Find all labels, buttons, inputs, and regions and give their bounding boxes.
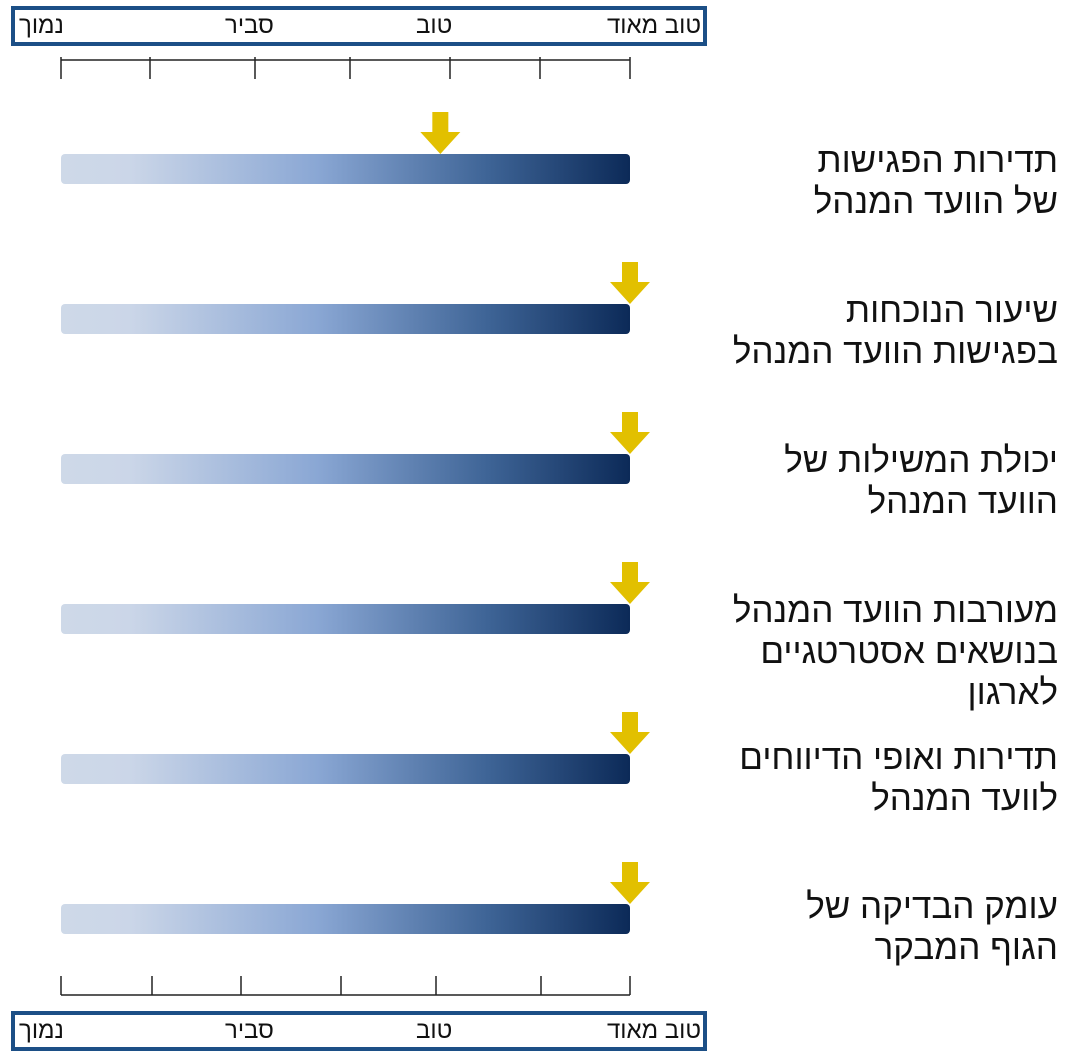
rating-marker-arrow xyxy=(420,112,461,154)
bar-track xyxy=(61,304,630,334)
category-label: שיעור הנוכחות בפגישות הוועד המנהל xyxy=(732,291,1058,371)
scale-label-reasonable: סביר xyxy=(225,1017,274,1044)
bar-track xyxy=(61,604,630,634)
ruler-top xyxy=(60,57,631,79)
bar-track xyxy=(61,754,630,784)
scale-label-very-good: טוב מאוד xyxy=(606,12,701,39)
category-label: תדירות הפגישות של הוועד המנהל xyxy=(813,141,1058,221)
bar-track xyxy=(61,454,630,484)
category-label: יכולת המשילות של הוועד המנהל xyxy=(784,441,1058,521)
scale-label-good: טוב xyxy=(416,1017,453,1044)
scale-label-low: נמוך xyxy=(19,12,64,39)
rating-marker-arrow xyxy=(610,862,650,904)
scale-label-reasonable: סביר xyxy=(225,12,274,39)
scale-label-low: נמוך xyxy=(19,1017,64,1044)
category-label: עומק הבדיקה של הגוף המבקר xyxy=(806,887,1058,967)
rating-marker-arrow xyxy=(610,262,650,304)
bars-layer xyxy=(61,112,650,934)
bar-track xyxy=(61,154,630,184)
category-label: מעורבות הוועד המנהל בנושאים אסטרטגיים לא… xyxy=(732,591,1058,712)
rating-marker-arrow xyxy=(610,412,650,454)
category-label: תדירות ואופי הדיווחים לוועד המנהל xyxy=(739,738,1058,818)
scale-header-bottom: טוב מאוד טוב סביר נמוך xyxy=(11,1011,707,1051)
bar-track xyxy=(61,904,630,934)
scale-header-top: טוב מאוד טוב סביר נמוך xyxy=(11,6,707,46)
ruler-bottom xyxy=(60,976,631,996)
rating-marker-arrow xyxy=(610,712,650,754)
scale-label-very-good: טוב מאוד xyxy=(606,1017,701,1044)
rating-marker-arrow xyxy=(610,562,650,604)
scale-label-good: טוב xyxy=(416,12,453,39)
